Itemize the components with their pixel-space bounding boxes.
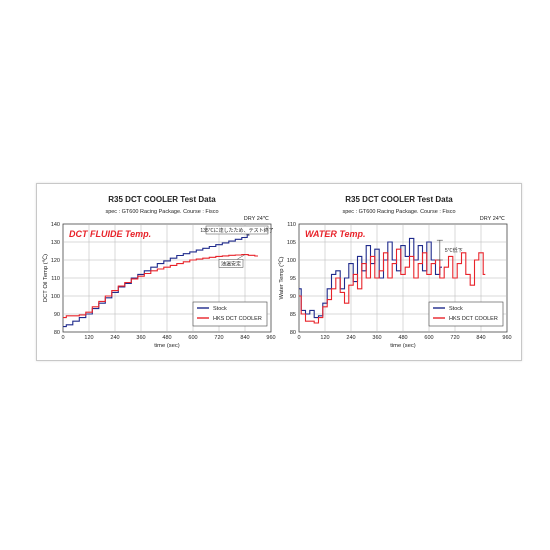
annotation-mid: 油温安定 bbox=[221, 260, 241, 267]
x-axis-label: time (sec) bbox=[390, 343, 416, 349]
y-tick-label: 90 bbox=[290, 294, 296, 300]
x-tick-label: 120 bbox=[84, 335, 93, 341]
x-tick-label: 600 bbox=[424, 335, 433, 341]
y-tick-label: 140 bbox=[51, 222, 60, 228]
x-tick-label: 960 bbox=[266, 335, 275, 341]
x-tick-label: 720 bbox=[214, 335, 223, 341]
chart-title: R35 DCT COOLER Test Data bbox=[108, 195, 216, 204]
legend-entry: HKS DCT COOLER bbox=[213, 316, 262, 322]
legend-entry: Stock bbox=[213, 306, 227, 312]
annotation-mid: 5℃低下 bbox=[445, 247, 463, 254]
y-tick-label: 80 bbox=[290, 330, 296, 336]
x-tick-label: 240 bbox=[346, 335, 355, 341]
annotation-box-top bbox=[205, 225, 269, 235]
x-tick-label: 840 bbox=[476, 335, 485, 341]
x-tick-label: 720 bbox=[450, 335, 459, 341]
y-tick-label: 90 bbox=[54, 312, 60, 318]
chart-1: R35 DCT COOLER Test Data spec : GT600 Rac… bbox=[43, 195, 276, 349]
y-tick-label: 105 bbox=[287, 240, 296, 246]
chart-2: R35 DCT COOLER Test Data spec : GT600 Rac… bbox=[279, 195, 512, 349]
legend-box bbox=[192, 301, 268, 327]
y-tick-label: 120 bbox=[51, 258, 60, 264]
chart-condition: DRY 24℃ bbox=[480, 216, 506, 222]
x-tick-label: 120 bbox=[320, 335, 329, 341]
x-tick-label: 960 bbox=[502, 335, 511, 341]
x-tick-label: 0 bbox=[297, 335, 300, 341]
y-tick-label: 95 bbox=[290, 276, 296, 282]
x-tick-label: 480 bbox=[398, 335, 407, 341]
y-tick-label: 100 bbox=[287, 258, 296, 264]
chart-big-label: WATER Temp. bbox=[305, 229, 366, 239]
x-tick-label: 360 bbox=[136, 335, 145, 341]
chart-panel: R35 DCT COOLER Test Data spec : GT600 Rac… bbox=[36, 183, 522, 361]
y-tick-label: 100 bbox=[51, 294, 60, 300]
x-tick-label: 0 bbox=[61, 335, 64, 341]
y-tick-label: 85 bbox=[290, 312, 296, 318]
x-tick-label: 480 bbox=[162, 335, 171, 341]
series-line-stock bbox=[63, 234, 250, 328]
annotation-top: 135℃に達したため、テスト終了 bbox=[200, 227, 273, 234]
legend-entry: HKS DCT COOLER bbox=[449, 316, 498, 322]
y-tick-label: 110 bbox=[51, 276, 60, 282]
series-line-hks bbox=[63, 254, 258, 319]
y-tick-label: 130 bbox=[51, 240, 60, 246]
y-axis-label: Water Temp (℃) bbox=[279, 256, 285, 299]
x-tick-label: 240 bbox=[110, 335, 119, 341]
x-tick-label: 360 bbox=[372, 335, 381, 341]
chart-spec: spec : GT600 Racing Package. Course : Fi… bbox=[105, 209, 218, 215]
annotation-arrow-top bbox=[245, 233, 250, 236]
y-axis-label: DCT Oil Temp (℃) bbox=[43, 254, 49, 302]
chart-condition: DRY 24℃ bbox=[244, 216, 270, 222]
legend-entry: Stock bbox=[449, 306, 463, 312]
chart-spec: spec : GT600 Racing Package. Course : Fi… bbox=[342, 209, 455, 215]
y-tick-label: 110 bbox=[287, 222, 296, 228]
y-tick-label: 80 bbox=[54, 330, 60, 336]
charts-svg: R35 DCT COOLER Test Data spec : GT600 Rac… bbox=[43, 195, 512, 349]
legend-box bbox=[428, 301, 504, 327]
x-tick-label: 600 bbox=[188, 335, 197, 341]
x-axis-label: time (sec) bbox=[154, 343, 180, 349]
annotation-arrow-mid bbox=[236, 254, 246, 260]
annotation-box-mid bbox=[218, 259, 244, 268]
chart-big-label: DCT FLUIDE Temp. bbox=[69, 229, 151, 239]
series-line-hks bbox=[299, 248, 486, 324]
chart-title: R35 DCT COOLER Test Data bbox=[345, 195, 453, 204]
x-tick-label: 840 bbox=[240, 335, 249, 341]
